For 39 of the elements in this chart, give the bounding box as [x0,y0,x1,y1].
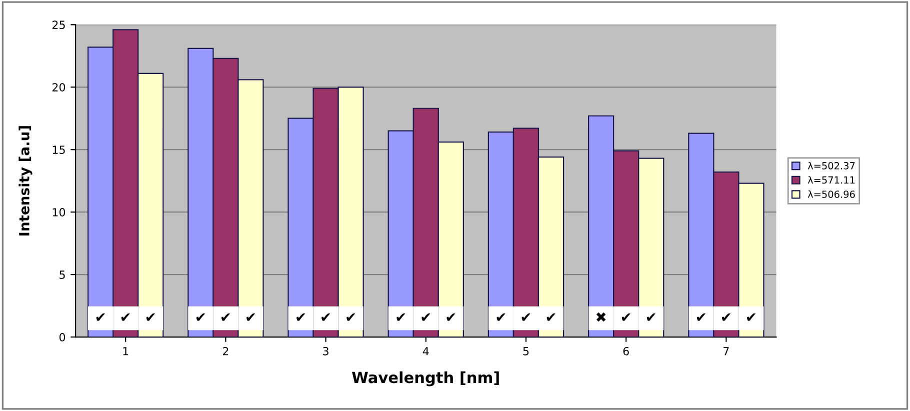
annotation: ✔ [446,313,456,321]
annotation: ✔ [522,313,530,321]
annotation: ✔ [646,313,656,321]
annotation: ✔ [221,313,230,321]
annotation: ✔ [96,313,105,321]
annotation: ✔ [322,313,330,321]
y-tick-label: 25 [52,20,65,30]
x-tick-label: 2 [222,346,228,356]
legend-label: λ=506.96 [808,190,855,198]
y-tick-label: 15 [52,146,65,154]
annotation: ✔ [246,313,255,321]
y-tick-label: 5 [60,270,65,279]
annotation: ✔ [546,313,556,321]
legend-label: λ=571.11 [808,176,855,184]
y-tick-label: 20 [52,83,66,92]
annotation: ✔ [396,313,406,321]
y-tick-label: 10 [52,208,66,216]
legend-label: λ=502.37 [808,162,855,170]
annotation: ✔ [196,313,205,321]
annotation: ✔ [422,313,430,321]
annotation: ✔ [746,313,756,321]
annotation: ✔ [296,313,305,321]
x-tick-label: 4 [422,347,429,356]
annotation: ✔ [696,313,706,321]
annotation: ✖ [596,312,606,322]
annotation: ✔ [722,313,730,321]
y-axis-title: Intensity [a.u] [18,126,32,236]
annotation: ✔ [146,313,155,321]
x-tick-label: 1 [123,347,128,356]
x-tick-label: 7 [724,347,729,356]
annotation: ✔ [622,313,630,321]
x-tick-label: 5 [523,347,529,356]
annotation: ✔ [346,313,356,321]
y-tick-label: 0 [59,332,66,342]
annotation: ✔ [496,313,506,321]
x-axis-title: Wavelength [nm] [352,371,499,386]
annotation: ✔ [121,313,130,321]
x-tick-label: 3 [323,346,328,356]
x-tick-label: 6 [623,346,629,356]
